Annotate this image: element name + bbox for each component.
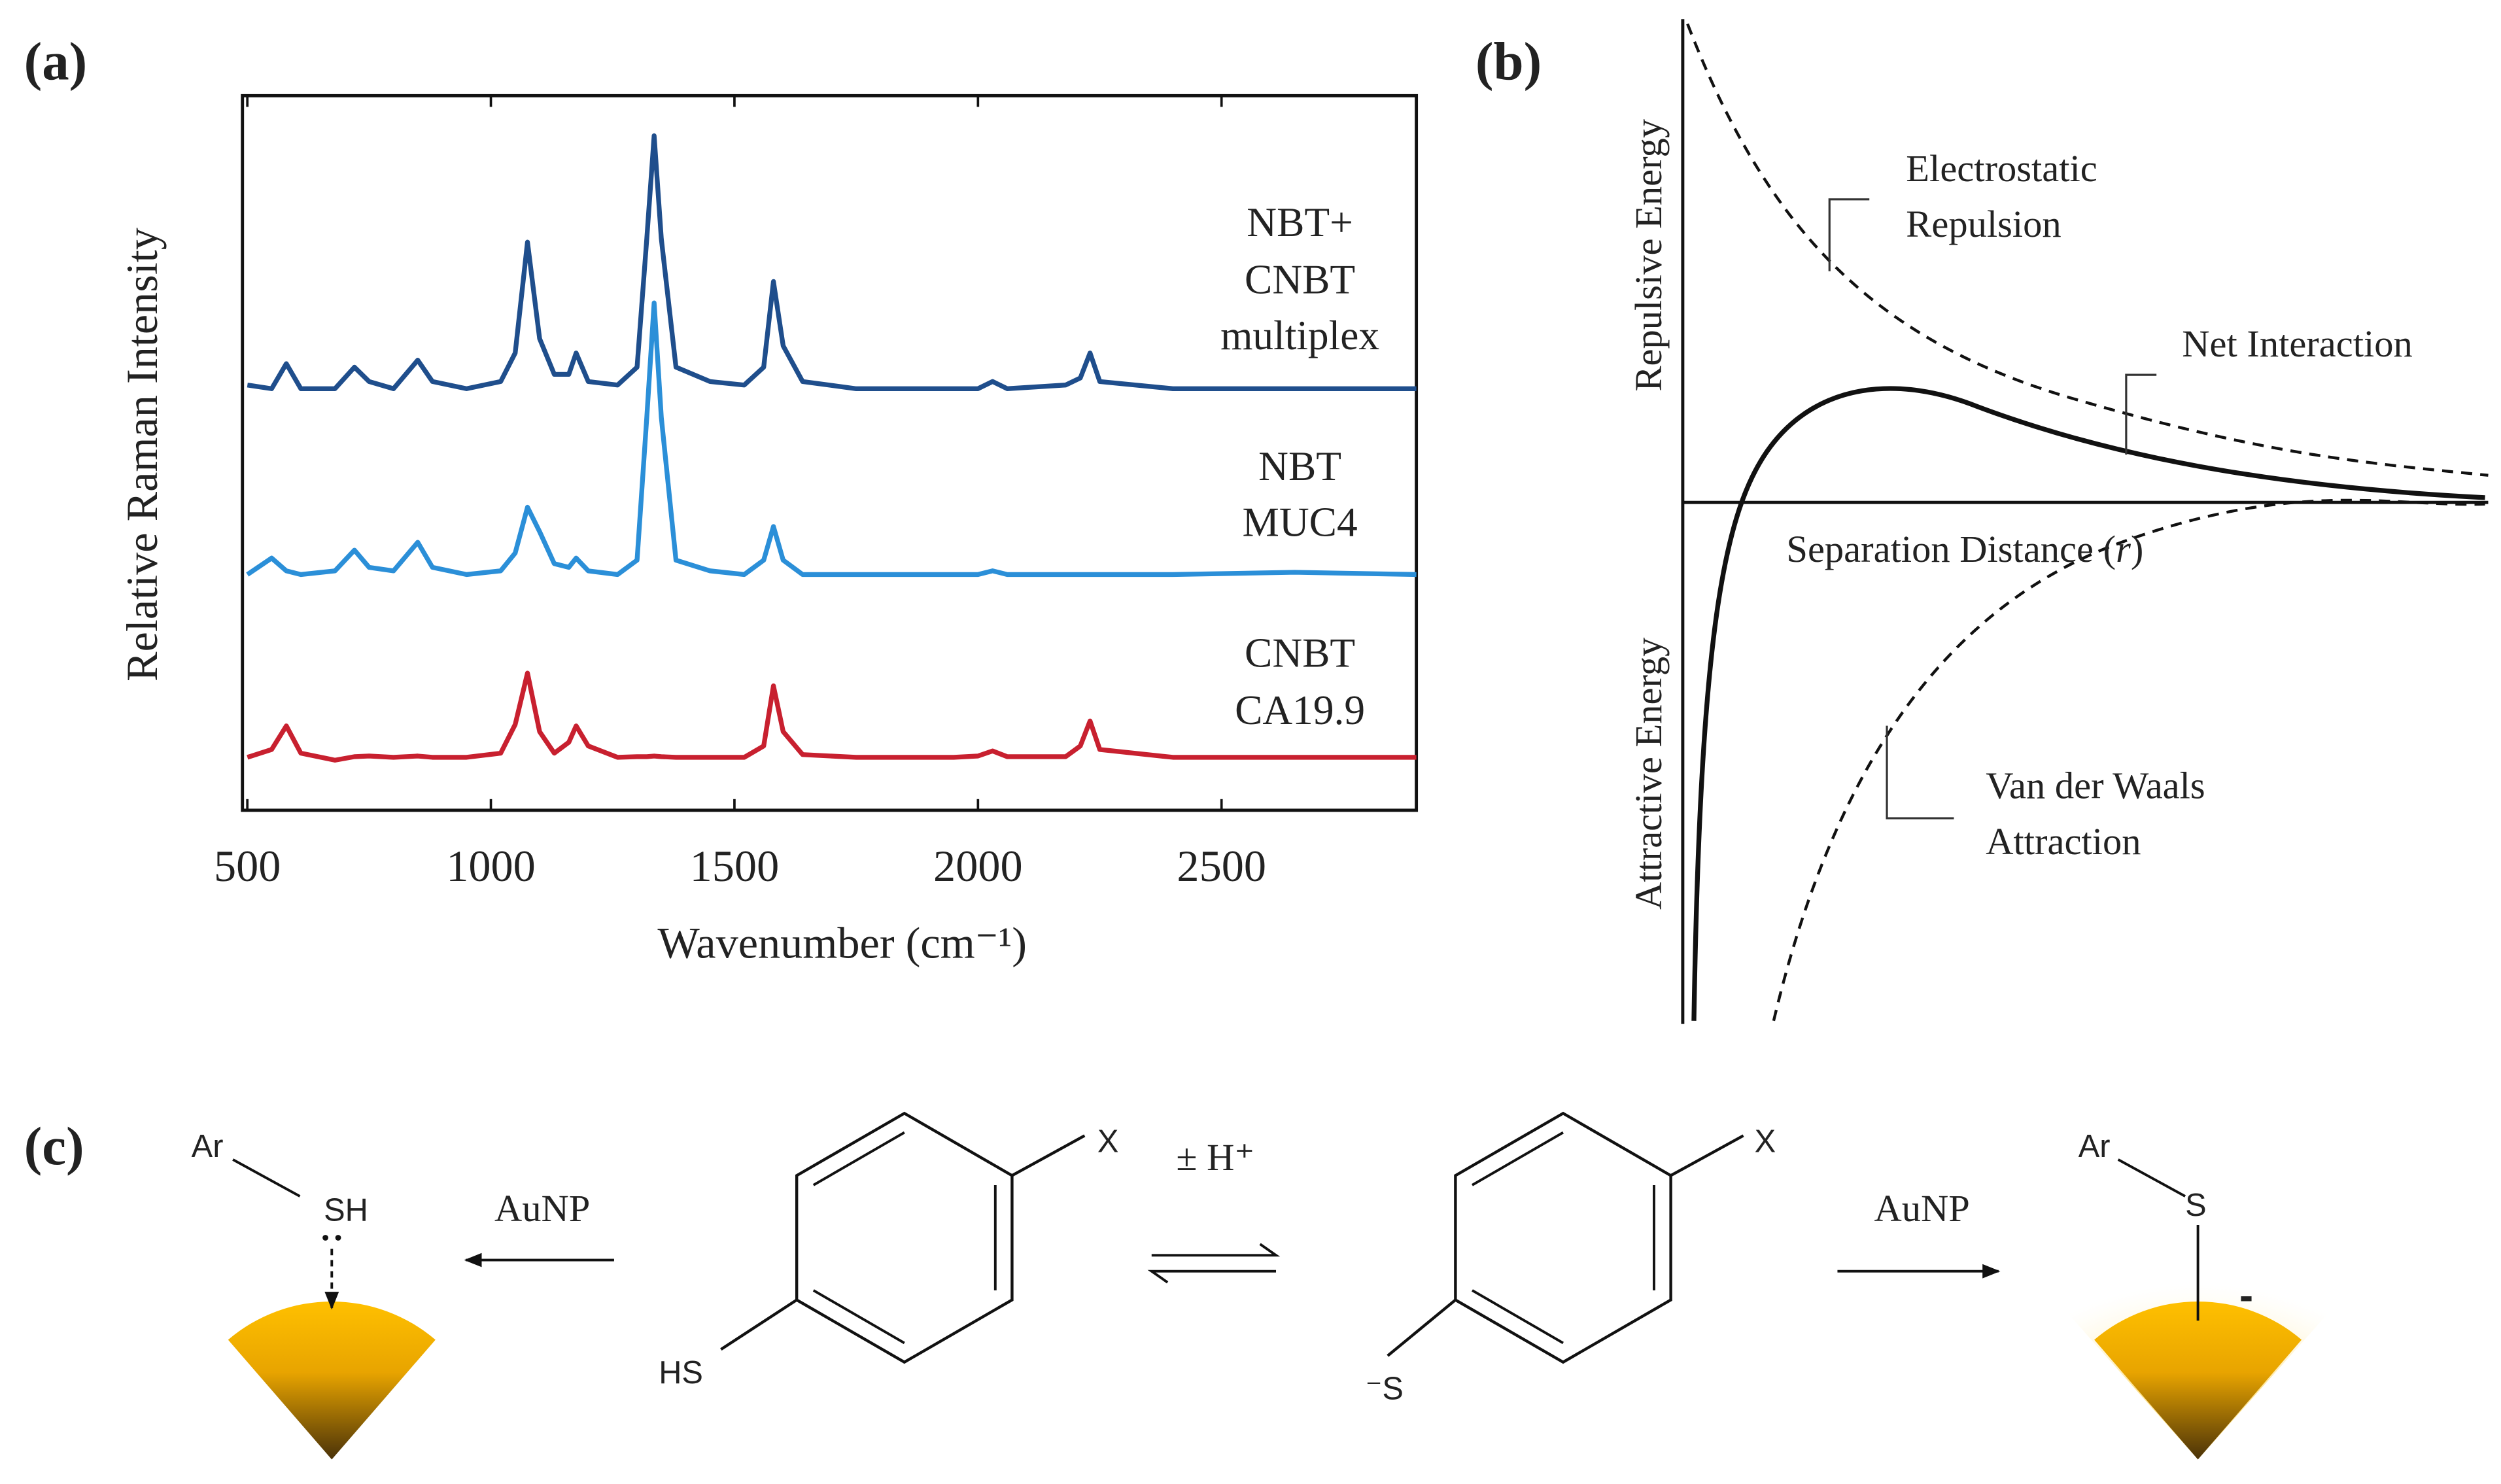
reagent-label: AuNP (494, 1187, 590, 1230)
curve-label: Electrostatic (1906, 147, 2097, 190)
series-label: NBT (1258, 443, 1341, 489)
atom-label: Ar (192, 1129, 224, 1164)
atom-label: X (1755, 1124, 1776, 1159)
charge-label: - (2239, 1273, 2253, 1319)
axis-label: Attractive Energy (1627, 637, 1670, 910)
atom-label: HS (659, 1355, 703, 1390)
lone-pair (322, 1235, 328, 1241)
atom-label: SH (324, 1192, 368, 1228)
gold-nanoparticle (2094, 1301, 2302, 1460)
label-part: r (2116, 528, 2131, 571)
bond (720, 1298, 798, 1351)
series-label: multiplex (1220, 313, 1379, 358)
net-curve (1691, 386, 2485, 1021)
x-tick-label: 1500 (690, 841, 780, 891)
bond (1670, 1134, 1744, 1177)
panel-label: (b) (1475, 31, 1542, 91)
curve-label: Net Interaction (2182, 322, 2413, 365)
curve-label: Attraction (1986, 820, 2141, 863)
plot-frame (241, 94, 1419, 812)
series-label: CNBT (1245, 257, 1355, 303)
x-axis-label: Wavenumber (cm⁻¹) (657, 918, 1027, 967)
bond (1011, 1134, 1086, 1177)
panel-label: (c) (24, 1116, 84, 1176)
spectrum-line (247, 133, 1417, 391)
x-tick-label: 500 (214, 841, 281, 891)
label-part: ) (2131, 528, 2144, 571)
bond (1387, 1298, 1457, 1357)
x-tick-label: 1000 (446, 841, 536, 891)
curve-label: Repulsion (1906, 203, 2061, 245)
bond (2117, 1158, 2186, 1198)
lone-pair (335, 1235, 341, 1241)
x-tick-label: 2000 (933, 841, 1023, 891)
spectrum-line (246, 300, 1417, 578)
reagent-label: AuNP (1874, 1187, 1970, 1230)
series-label: CA19.9 (1235, 687, 1365, 733)
gold-nanoparticle (228, 1301, 436, 1460)
x-axis-label: Separation Distance (r) (1786, 528, 2143, 571)
atom-label: S (2185, 1188, 2207, 1223)
plot-area: 500 1000 1500 2000 2500 NBT+ CNBT multiplex NBT M… (214, 95, 1417, 891)
equilibrium-arrows (1147, 1243, 1281, 1284)
axis-label: Repulsive Energy (1627, 118, 1670, 391)
atom-label: ⁻S (1366, 1371, 1404, 1406)
series-label: MUC4 (1243, 499, 1358, 545)
double-bonds (1472, 1131, 1655, 1345)
bond (232, 1158, 301, 1198)
panel-label: (a) (24, 31, 88, 91)
label-part: Separation Distance ( (1786, 528, 2116, 571)
atom-label: Ar (2078, 1129, 2111, 1164)
repulsion-curve (1686, 23, 2489, 477)
x-tick-label: 2500 (1177, 841, 1266, 891)
atom-label: X (1097, 1124, 1119, 1159)
double-bonds (812, 1131, 997, 1345)
y-axis-label: Relative Raman Intensity (117, 228, 167, 682)
attraction-curve (1772, 498, 2485, 1022)
benzene-ring (795, 1111, 1014, 1364)
equilibrium-label: ± H⁺ (1176, 1136, 1254, 1179)
benzene-ring (1454, 1111, 1672, 1364)
curve-label: Van der Waals (1986, 765, 2205, 807)
series-label: NBT+ (1247, 199, 1353, 245)
series-label: CNBT (1245, 630, 1355, 676)
spectrum-line (247, 670, 1417, 763)
leader-lines (1828, 198, 2157, 820)
